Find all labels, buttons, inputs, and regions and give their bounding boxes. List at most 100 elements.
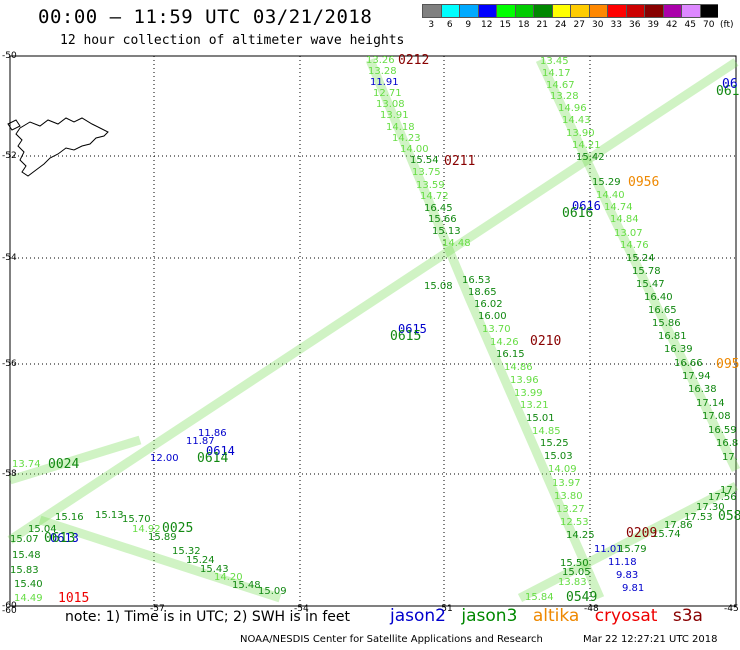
wave-height-value: 16.45 — [424, 203, 453, 214]
wave-height-value: 13.90 — [566, 128, 595, 139]
wave-height-value: 14.20 — [214, 572, 243, 583]
wave-height-value: 17.14 — [696, 398, 725, 409]
wave-height-value: 15.29 — [592, 177, 621, 188]
legend-item: 42 — [662, 4, 681, 30]
legend-swatch — [699, 4, 718, 18]
page-title: 00:00 – 11:59 UTC 03/21/2018 — [38, 6, 373, 28]
lon-tick-label: -57 — [150, 604, 165, 614]
wave-height-value: 12.71 — [373, 88, 402, 99]
wave-height-value: 14.74 — [604, 202, 633, 213]
legend-item: 21 — [533, 4, 552, 30]
wave-height-value: 15.74 — [652, 529, 681, 540]
legend-label: 36 — [629, 20, 641, 30]
wave-height-value: 14.76 — [620, 240, 649, 251]
legend-swatch — [440, 4, 459, 18]
legend-item: 27 — [570, 4, 589, 30]
legend-label: 21 — [536, 20, 548, 30]
pass-time-label: 0613 — [44, 531, 75, 546]
legend-label: 33 — [610, 20, 622, 30]
wave-height-value: 13.08 — [376, 99, 405, 110]
wave-height-value: 15.40 — [14, 579, 43, 590]
wave-height-value: 11.91 — [370, 77, 399, 88]
wave-height-value: 16.15 — [496, 349, 525, 360]
wave-height-value: 14.85 — [532, 426, 561, 437]
legend-swatch — [551, 4, 570, 18]
legend-item: 15 — [496, 4, 515, 30]
wave-height-value: 14.86 — [504, 362, 533, 373]
legend-swatch — [514, 4, 533, 18]
wave-height-value: 13.74 — [12, 459, 41, 470]
wave-height-value: 11.87 — [186, 436, 215, 447]
pass-time-label: 0615 — [390, 329, 421, 344]
legend-item: 9 — [459, 4, 478, 30]
wave-height-value: 14.18 — [386, 122, 415, 133]
wave-height-value: 11.86 — [198, 428, 227, 439]
legend-item: 30 — [588, 4, 607, 30]
wave-height-value: 15.13 — [432, 226, 461, 237]
wave-height-value: 13.99 — [514, 388, 543, 399]
wave-height-value: 13.97 — [552, 478, 581, 489]
wave-height-value: 14.67 — [546, 80, 575, 91]
lat-tick-label: -52 — [2, 151, 17, 161]
wave-height-value: 11.18 — [608, 557, 637, 568]
wave-height-value: 15.84 — [525, 592, 554, 603]
wave-height-value: 14.84 — [610, 214, 639, 225]
map-frame — [9, 55, 737, 607]
wave-height-value: 15.47 — [636, 279, 665, 290]
wave-height-value: 13.27 — [556, 504, 585, 515]
pass-time-label: 0025 — [162, 521, 193, 536]
sat-jason2: jason2 — [390, 606, 446, 626]
legend-swatch — [459, 4, 478, 18]
legend-item: 39 — [644, 4, 663, 30]
wave-height-value: 17. — [720, 485, 736, 496]
wave-height-value: 13.91 — [380, 110, 409, 121]
wave-height-value: 13.75 — [412, 167, 441, 178]
wave-height-value: 14.00 — [400, 144, 429, 155]
wave-height-value: 17. — [722, 452, 738, 463]
lon-tick-label: -48 — [584, 604, 599, 614]
legend-label: 6 — [446, 20, 453, 30]
wave-height-value: 13.07 — [614, 228, 643, 239]
legend-swatch — [625, 4, 644, 18]
legend-item: 3 — [422, 4, 441, 30]
wave-height-value: 15.70 — [122, 514, 151, 525]
legend-label: 30 — [592, 20, 604, 30]
wave-height-value: 16.02 — [474, 299, 503, 310]
wave-height-value: 15.48 — [12, 550, 41, 561]
legend-label: 42 — [666, 20, 678, 30]
legend-label: 24 — [555, 20, 567, 30]
track-descending-1 — [365, 58, 475, 302]
legend-item: 33 — [607, 4, 626, 30]
pass-time-label: 0613 — [50, 531, 79, 545]
wave-height-value: 17.86 — [664, 520, 693, 531]
wave-height-value: 15.66 — [428, 214, 457, 225]
timestamp: Mar 22 12:27:21 UTC 2018 — [583, 634, 718, 645]
track-descending-1b — [465, 298, 605, 600]
wave-height-value: 15.04 — [28, 524, 57, 535]
pass-time-label: 0024 — [48, 457, 79, 472]
wave-height-value: 17.08 — [702, 411, 731, 422]
wave-height-value: 17.30 — [696, 502, 725, 513]
legend-label: 18 — [518, 20, 530, 30]
wave-height-value: 14.96 — [558, 103, 587, 114]
pass-time-label: 0616 — [572, 199, 601, 213]
wave-height-value: 15.09 — [258, 586, 287, 597]
wave-height-value: 13.26 — [366, 55, 395, 66]
wave-height-value: 9.81 — [622, 583, 644, 594]
legend-swatch — [681, 4, 700, 18]
wave-height-value: 15.01 — [526, 413, 555, 424]
legend-swatch — [477, 4, 496, 18]
track-descending-2 — [535, 58, 615, 212]
lat-tick-label: -60 — [2, 601, 17, 611]
wave-height-value: 15.05 — [562, 567, 591, 578]
wave-height-value: 16.8 — [716, 438, 738, 449]
credit-text: NOAA/NESDIS Center for Satellite Applica… — [240, 634, 543, 645]
wave-height-value: 15.24 — [186, 555, 215, 566]
legend-label: 12 — [481, 20, 493, 30]
wave-height-value: 14.25 — [566, 530, 595, 541]
wave-height-value: 15.32 — [172, 546, 201, 557]
track-ascending-south — [517, 482, 739, 602]
legend-swatch — [570, 4, 589, 18]
wave-height-value: 13.96 — [510, 375, 539, 386]
wave-height-value: 14.23 — [392, 133, 421, 144]
